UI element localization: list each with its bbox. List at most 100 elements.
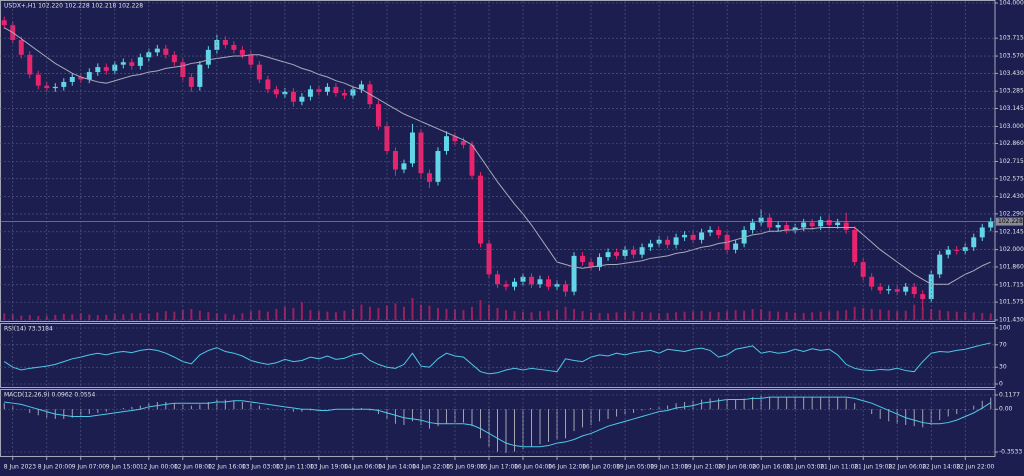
x-tick-label: 16 Jun 04:00 — [514, 464, 552, 471]
volume-bar — [581, 311, 584, 320]
candle-body — [273, 89, 279, 95]
candle-body — [699, 232, 705, 240]
y-tick-label: 102.715 — [999, 158, 1024, 165]
volume-bar — [598, 312, 601, 320]
moving-average — [3, 27, 991, 285]
volume-bar — [20, 315, 23, 320]
volume-bar — [751, 309, 754, 320]
volume-bar — [28, 315, 31, 320]
candle-body — [750, 222, 756, 230]
volume-bar — [811, 312, 814, 320]
current-price-label: 102.228 — [998, 218, 1023, 225]
x-tick-label: 14 Jun 22:00 — [412, 464, 450, 471]
volume-bar — [641, 312, 644, 320]
volume-bar — [71, 314, 74, 320]
volume-bar — [105, 314, 108, 320]
x-tick-label: 21 Jun 03:00 — [786, 464, 824, 471]
volume-bar — [879, 309, 882, 320]
volume-bar — [266, 311, 269, 320]
candle-body — [563, 284, 569, 292]
volume-bar — [3, 313, 6, 320]
candle-body — [520, 276, 526, 282]
volume-bar — [207, 312, 210, 320]
candle-body — [426, 173, 432, 182]
candle-body — [495, 274, 500, 285]
y-tick-label: 103.570 — [999, 53, 1024, 60]
candle-body — [716, 229, 722, 235]
volume-bar — [275, 309, 278, 320]
candle-body — [129, 62, 135, 66]
panel-frame — [0, 0, 996, 322]
candle-body — [758, 217, 764, 223]
y-tick-label: 102.000 — [999, 246, 1024, 253]
macd-signal-line — [4, 396, 992, 448]
candle-body — [358, 84, 364, 90]
candle-body — [971, 237, 977, 248]
y-tick-label: 103.430 — [999, 70, 1024, 77]
candle-body — [631, 249, 637, 255]
candle-body — [588, 262, 594, 267]
y-tick-label: 102.430 — [999, 193, 1024, 200]
volume-bar — [666, 312, 669, 320]
volume-bar — [79, 313, 82, 320]
x-tick-label: 22 Jun 22:00 — [956, 464, 994, 471]
volume-bar — [632, 311, 635, 320]
candle-body — [231, 44, 237, 50]
volume-bar — [496, 307, 499, 320]
volume-bar — [334, 312, 337, 320]
volume-bar — [164, 311, 167, 320]
volume-bar — [904, 310, 907, 320]
candle-body — [580, 255, 586, 263]
y-tick-label: 103.285 — [999, 88, 1024, 95]
volume-bar — [130, 313, 133, 320]
candle-body — [707, 229, 713, 233]
volume-bar — [539, 311, 542, 320]
volume-bar — [726, 311, 729, 320]
volume-bar — [556, 310, 559, 320]
volume-bar — [658, 313, 661, 320]
volume-bar — [870, 309, 873, 320]
candle-body — [529, 276, 535, 285]
x-tick-label: 14 Jun 14:00 — [378, 464, 416, 471]
candle-body — [290, 91, 296, 102]
volume-bar — [190, 309, 193, 320]
volume-bar — [989, 313, 992, 320]
current-price-box — [996, 217, 1023, 226]
x-tick-label: 15 Jun 09:00 — [446, 464, 484, 471]
volume-bar — [530, 312, 533, 320]
volume-bar — [487, 304, 490, 320]
candle-body — [801, 222, 807, 228]
candle-body — [903, 286, 909, 292]
candle-body — [401, 163, 407, 170]
candle-body — [248, 54, 254, 65]
candle-body — [307, 89, 313, 97]
volume-bar — [96, 315, 99, 320]
volume-bar — [377, 307, 380, 320]
candle-body — [648, 243, 654, 248]
candle-body — [341, 93, 347, 96]
candle-body — [920, 294, 926, 300]
candle-body — [1, 20, 7, 26]
candle-body — [443, 136, 449, 152]
candle-body — [886, 289, 892, 291]
volume-bar — [777, 311, 780, 320]
volume-bar — [241, 313, 244, 320]
volume-bar — [921, 307, 924, 320]
volume-bar — [607, 313, 610, 320]
candle-body — [512, 281, 518, 287]
candle-body — [418, 132, 424, 174]
candle-body — [61, 81, 67, 87]
candle-body — [546, 279, 552, 287]
volume-bar — [887, 310, 890, 320]
candle-body — [979, 227, 985, 238]
volume-bar — [139, 312, 142, 320]
volume-bar — [785, 312, 788, 320]
candle-body — [503, 284, 509, 287]
candle-body — [775, 225, 781, 228]
x-tick-label: 16 Jun 12:00 — [548, 464, 586, 471]
volume-bar — [37, 316, 40, 320]
candle-body — [784, 225, 790, 230]
candle-body — [605, 252, 611, 258]
volume-bar — [947, 311, 950, 320]
